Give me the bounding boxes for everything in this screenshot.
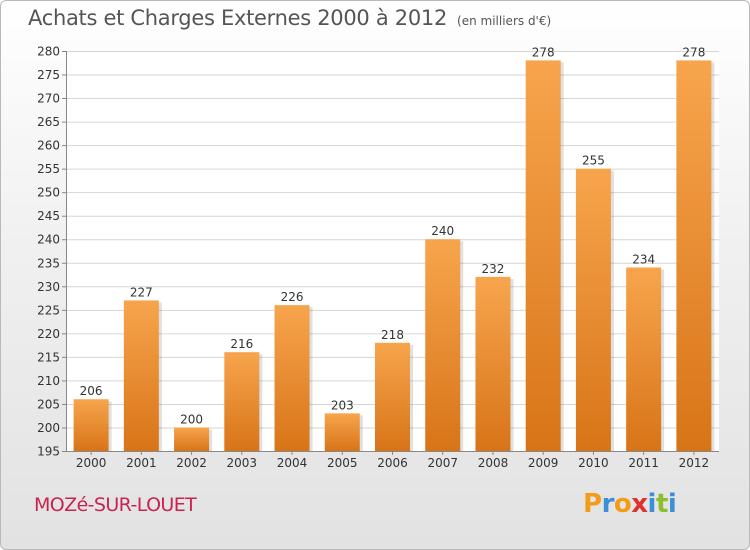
x-tick-label: 2008 [478, 456, 509, 470]
bar [425, 239, 461, 451]
x-tick-label: 2009 [528, 456, 559, 470]
chart-subtitle: (en milliers d'€) [457, 14, 552, 28]
proxiti-logo: Proxiti [583, 489, 677, 519]
data-label: 234 [632, 252, 655, 266]
bar [575, 168, 611, 451]
logo-letter: i [667, 489, 677, 519]
data-label: 206 [80, 384, 103, 398]
bar [676, 60, 712, 451]
x-tick-label: 2006 [377, 456, 408, 470]
bar [375, 342, 410, 451]
bar [626, 267, 662, 451]
y-tick-label: 275 [37, 68, 60, 82]
x-tick-label: 2011 [628, 456, 659, 470]
logo-letter: r [601, 489, 615, 519]
y-tick-label: 230 [37, 280, 60, 294]
x-tick-label: 2000 [76, 456, 107, 470]
x-tick-label: 2003 [227, 456, 258, 470]
data-label: 200 [180, 412, 203, 426]
data-label: 218 [381, 328, 404, 342]
y-tick-label: 215 [37, 350, 60, 364]
bar [525, 60, 561, 451]
data-label: 255 [582, 154, 605, 168]
x-tick-label: 2007 [427, 456, 458, 470]
data-label: 240 [431, 224, 454, 238]
logo-letter: P [583, 489, 602, 519]
x-tick-label: 2004 [277, 456, 308, 470]
chart-title-text: Achats et Charges Externes 2000 à 2012 [28, 6, 448, 30]
data-label: 232 [482, 262, 505, 276]
bar [274, 305, 310, 451]
bar [174, 427, 210, 451]
data-label: 278 [682, 45, 705, 59]
y-tick-label: 255 [37, 162, 60, 176]
logo-letter: t [655, 489, 668, 519]
logo-letter: x [631, 489, 648, 519]
bar [475, 276, 511, 451]
bar [123, 300, 159, 451]
x-tick-label: 2002 [176, 456, 207, 470]
chart-title: Achats et Charges Externes 2000 à 2012 (e… [28, 6, 551, 30]
bar [224, 352, 260, 451]
y-tick-label: 240 [37, 233, 60, 247]
data-label: 203 [331, 398, 354, 412]
y-tick-label: 250 [37, 186, 60, 200]
logo-letter: i [647, 489, 657, 519]
x-tick-label: 2010 [578, 456, 609, 470]
data-label: 227 [130, 285, 153, 299]
data-label: 226 [281, 290, 304, 304]
y-tick-label: 235 [37, 256, 60, 270]
x-tick-label: 2012 [679, 456, 710, 470]
x-tick-label: 2005 [327, 456, 358, 470]
y-tick-label: 210 [37, 374, 60, 388]
data-label: 278 [532, 45, 555, 59]
y-tick-label: 280 [37, 45, 60, 59]
y-tick-label: 225 [37, 303, 60, 317]
y-tick-label: 200 [37, 421, 60, 435]
y-tick-label: 265 [37, 115, 60, 129]
y-tick-label: 220 [37, 327, 60, 341]
x-tick-label: 2001 [126, 456, 157, 470]
data-label: 216 [230, 337, 253, 351]
bar [324, 413, 360, 451]
y-tick-label: 245 [37, 209, 60, 223]
logo-letter: o [613, 489, 632, 519]
bar [73, 399, 109, 451]
y-tick-label: 270 [37, 92, 60, 106]
commune-name: MOZé-SUR-LOUET [34, 494, 197, 516]
y-tick-label: 195 [37, 445, 60, 459]
y-tick-label: 205 [37, 397, 60, 411]
y-tick-label: 260 [37, 139, 60, 153]
